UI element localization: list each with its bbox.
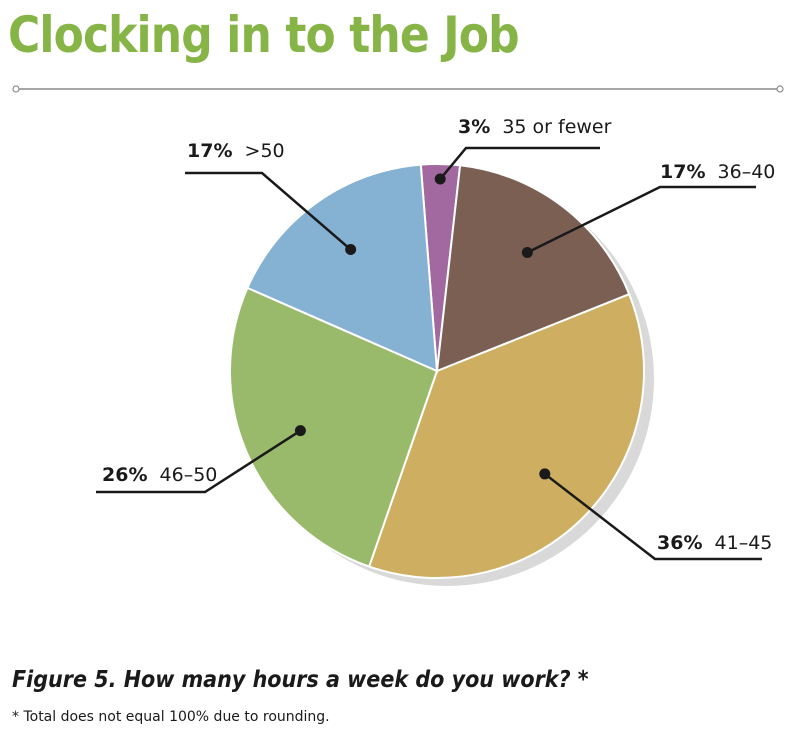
slice-pct-over-50: 17% (187, 140, 232, 162)
slice-range-46-50: 46–50 (160, 464, 218, 486)
slice-range-35-or-fewer: 35 or fewer (502, 116, 611, 138)
pie-slice-36-40 (435, 164, 631, 373)
leader-line-over-50 (185, 171, 352, 251)
leader-dot-over-50 (345, 244, 357, 256)
leader-dot-46-50 (294, 425, 306, 437)
slice-label-36-40: 17% 36–40 (660, 161, 775, 183)
pie-slice-over-50 (246, 163, 439, 373)
leader-line-36-40 (526, 185, 756, 254)
pie-slice-41-45 (367, 292, 645, 579)
slice-pct-41-45: 36% (657, 532, 702, 554)
figure-caption: Figure 5. How many hours a week do you w… (12, 667, 589, 693)
slice-pct-46-50: 26% (102, 464, 147, 486)
pie-leader-lines (96, 146, 762, 561)
slice-range-36-40: 36–40 (718, 161, 776, 183)
pie-slice-46-50 (229, 286, 439, 568)
leader-dot-41-45 (539, 468, 551, 480)
pie-slices (229, 163, 645, 579)
slice-label-35-or-fewer: 3% 35 or fewer (458, 116, 612, 138)
title-rule (12, 85, 784, 93)
slice-range-41-45: 41–45 (715, 532, 773, 554)
leader-dot-35-or-fewer (434, 173, 446, 185)
footnote: * Total does not equal 100% due to round… (12, 709, 330, 725)
chart-title: Clocking in to the Job (8, 6, 520, 64)
leader-line-35-or-fewer (439, 146, 600, 180)
pie-chart: 3% 35 or fewer 17% 36–40 36% 41–45 26% 4… (96, 116, 775, 586)
slice-label-over-50: 17% >50 (187, 140, 285, 162)
slice-pct-36-40: 17% (660, 161, 705, 183)
slice-pct-35-or-fewer: 3% (458, 116, 490, 138)
leader-dot-36-40 (521, 246, 533, 258)
slice-label-41-45: 36% 41–45 (657, 532, 772, 554)
leader-line-41-45 (544, 472, 762, 561)
slice-range-over-50: >50 (245, 140, 285, 162)
slice-label-46-50: 26% 46–50 (102, 464, 217, 486)
leader-line-46-50 (96, 429, 302, 494)
